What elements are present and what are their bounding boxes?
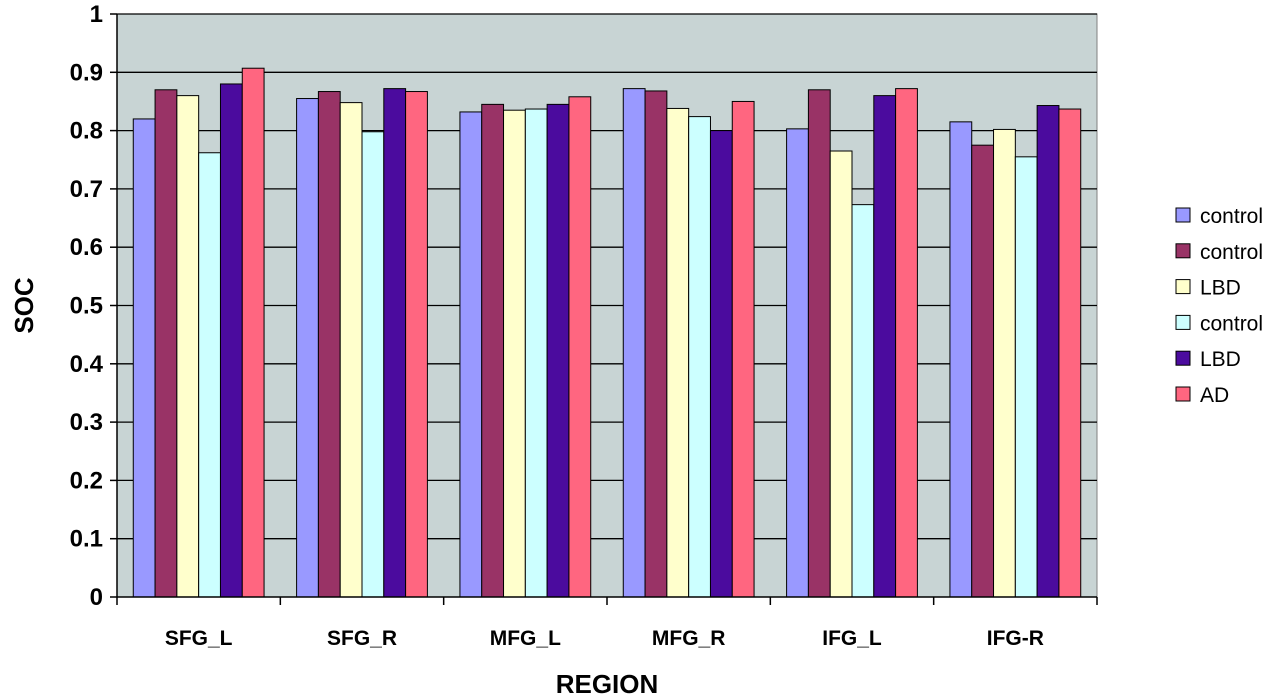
bar <box>503 109 526 598</box>
legend-swatch <box>1175 207 1191 223</box>
legend-label: LBD <box>1200 277 1241 300</box>
y-tick-label: 0.3 <box>70 409 103 436</box>
bar <box>361 131 385 598</box>
bars <box>132 67 1082 598</box>
bar <box>688 116 711 598</box>
bar <box>459 111 483 598</box>
bar <box>524 108 548 598</box>
bar <box>317 91 341 598</box>
legend-swatch <box>1175 243 1191 259</box>
axes <box>110 13 1098 605</box>
bar <box>1036 105 1060 598</box>
bar <box>731 100 755 598</box>
bar <box>949 121 973 598</box>
x-category-label: MFG_L <box>490 627 561 650</box>
bar <box>296 98 319 598</box>
y-tick-label: 0.8 <box>70 118 103 145</box>
bar <box>622 88 646 598</box>
bar <box>1014 156 1038 598</box>
bar <box>176 95 200 598</box>
bar <box>709 130 733 598</box>
x-category-label: MFG_R <box>652 627 726 650</box>
legend-swatch <box>1175 279 1191 295</box>
bar <box>241 67 265 598</box>
bar <box>219 83 243 598</box>
x-category-label: SFG_R <box>327 627 397 650</box>
bar <box>568 96 592 598</box>
x-category-label: SFG_L <box>165 627 233 650</box>
y-tick-label: 0.5 <box>70 293 103 320</box>
legend-label: control <box>1200 205 1263 228</box>
bar <box>383 88 407 598</box>
x-category-label: IFG-R <box>987 627 1044 650</box>
bar <box>1058 108 1082 598</box>
y-tick-label: 1 <box>90 1 103 28</box>
legend-swatch <box>1175 350 1191 366</box>
bar <box>546 103 570 598</box>
y-tick-labels: 0 0.1 0.2 0.3 0.4 0.5 0.6 0.7 0.8 0.9 1 <box>70 1 104 611</box>
legend-label: AD <box>1200 384 1229 407</box>
y-tick-label: 0.1 <box>70 526 103 553</box>
y-tick-label: 0.9 <box>70 59 103 86</box>
bar <box>829 150 853 598</box>
bar <box>198 152 221 598</box>
x-axis-title: REGION <box>556 669 659 698</box>
bar <box>851 204 875 598</box>
x-category-label: IFG_L <box>822 627 882 650</box>
legend-label: control <box>1200 241 1263 264</box>
bar <box>405 91 428 598</box>
y-tick-label: 0.4 <box>70 351 104 378</box>
bar <box>644 90 668 598</box>
bar <box>971 144 995 598</box>
y-tick-label: 0 <box>90 584 103 611</box>
gridlines <box>117 13 1097 540</box>
bar <box>807 89 831 598</box>
y-tick-label: 0.7 <box>70 176 103 203</box>
y-tick-label: 0.6 <box>70 234 103 261</box>
y-axis-title: SOC <box>9 277 39 334</box>
bar <box>786 128 809 598</box>
bar <box>154 89 178 598</box>
legend: control control LBD control LBD AD <box>1175 205 1263 407</box>
bar <box>481 103 505 598</box>
bar <box>873 95 897 598</box>
legend-label: control <box>1200 312 1263 335</box>
x-category-labels: SFG_L SFG_R MFG_L MFG_R IFG_L IFG-R <box>165 627 1044 650</box>
legend-swatch <box>1175 386 1191 402</box>
bar <box>132 118 156 598</box>
bar <box>895 88 918 598</box>
bar <box>666 107 690 598</box>
bar <box>993 128 1016 598</box>
y-tick-label: 0.2 <box>70 467 103 494</box>
legend-swatch <box>1175 314 1191 330</box>
bar <box>339 102 363 598</box>
legend-label: LBD <box>1200 348 1241 371</box>
